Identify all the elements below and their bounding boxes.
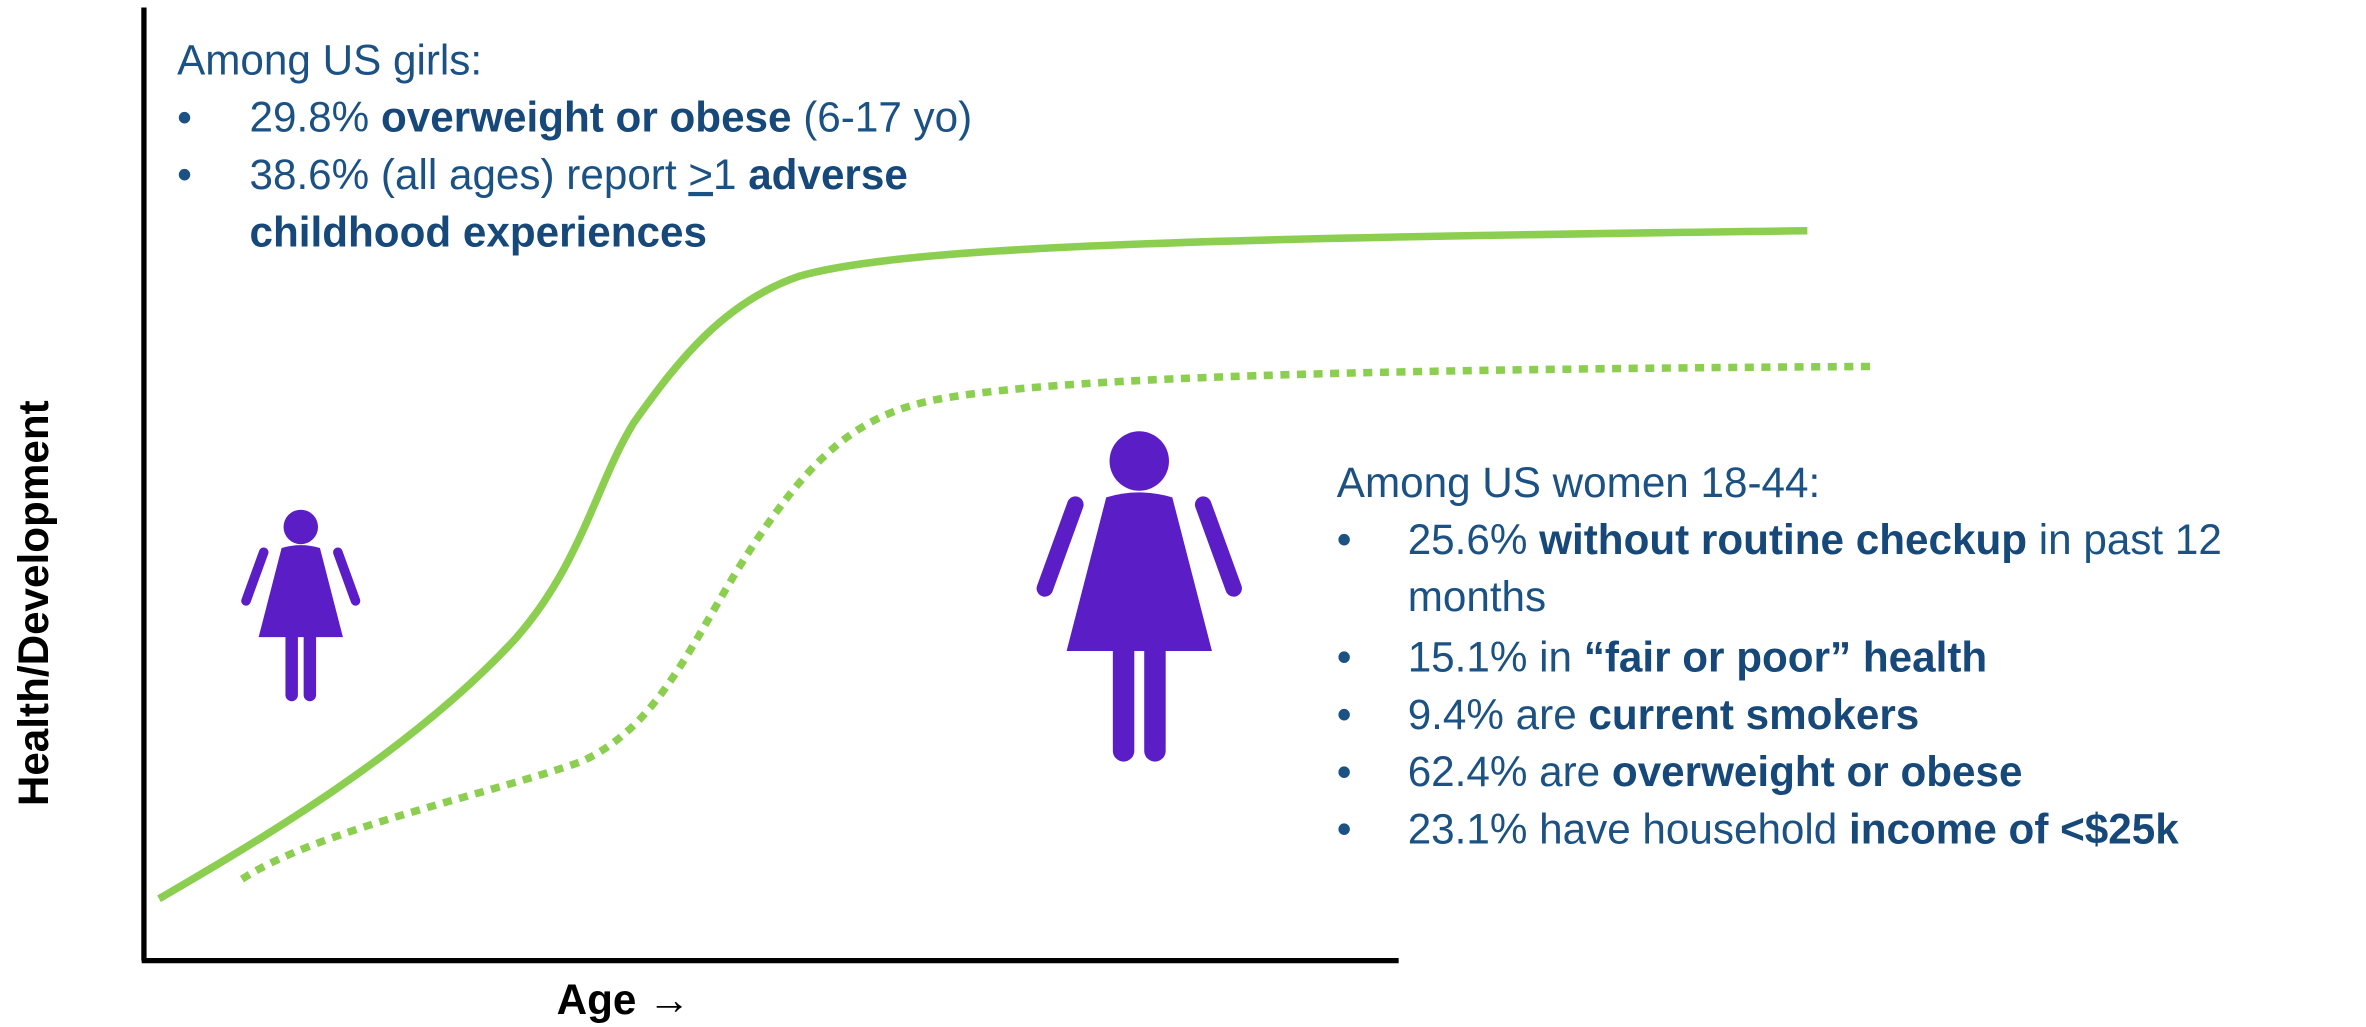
y-axis-label: Health/Development xyxy=(10,400,57,806)
girl-icon xyxy=(239,509,362,702)
segment: current smokers xyxy=(1588,691,1919,738)
segment: months xyxy=(1408,573,1546,620)
segment: without routine checkup xyxy=(1538,516,2027,563)
dotted-curve xyxy=(239,362,1871,883)
segment: in past 12 xyxy=(2027,516,2222,563)
bullet-text: 25.6% without routine checkup in past 12… xyxy=(1408,516,2222,620)
segment: > xyxy=(688,151,713,198)
girls-text: Among US girls: • 29.8% overweight or ob… xyxy=(177,36,972,255)
bullet: • xyxy=(1337,691,1352,738)
segment: “fair or poor” health xyxy=(1584,634,1987,681)
segment: 38.6% (all ages) report xyxy=(250,151,689,198)
segment: overweight or obese xyxy=(1612,748,2023,795)
segment: childhood experiences xyxy=(250,208,708,255)
segment: 15.1% in xyxy=(1408,634,1584,681)
bullet: • xyxy=(1337,748,1352,795)
x-axis-label: Age → xyxy=(557,976,691,1023)
segment: 29.8% xyxy=(250,94,381,141)
segment: 1 xyxy=(713,151,748,198)
bullet: • xyxy=(1337,806,1352,853)
heading: Among US women 18-44: xyxy=(1337,459,1820,506)
bullet: • xyxy=(1337,634,1352,681)
bullet: • xyxy=(177,151,192,198)
bullet-text: 62.4% are overweight or obese xyxy=(1408,748,2023,795)
segment: overweight or obese xyxy=(381,94,792,141)
segment: 9.4% are xyxy=(1408,691,1589,738)
heading: Among US girls: xyxy=(177,36,482,83)
bullet-text: 29.8% overweight or obese (6-17 yo) xyxy=(250,94,973,141)
bullet: • xyxy=(1337,516,1352,563)
segment: 62.4% are xyxy=(1408,748,1612,795)
women-text: Among US women 18-44: • 25.6% without ro… xyxy=(1337,459,2222,853)
segment: adverse xyxy=(748,151,908,198)
segment: income of <$25k xyxy=(1849,806,2179,853)
bullet: • xyxy=(177,94,192,141)
segment: 23.1% have household xyxy=(1408,806,1849,853)
segment: (6-17 yo) xyxy=(792,94,973,141)
segment: 25.6% xyxy=(1408,516,1539,563)
bullet-text: 23.1% have household income of <$25k xyxy=(1408,806,2180,853)
bullet-text: 15.1% in “fair or poor” health xyxy=(1408,634,1987,681)
bullet-text: 9.4% are current smokers xyxy=(1408,691,1920,738)
bullet-text: 38.6% (all ages) report >1 adverse childh… xyxy=(250,151,908,255)
solid-curve xyxy=(157,226,1808,903)
woman-icon xyxy=(1034,431,1245,762)
